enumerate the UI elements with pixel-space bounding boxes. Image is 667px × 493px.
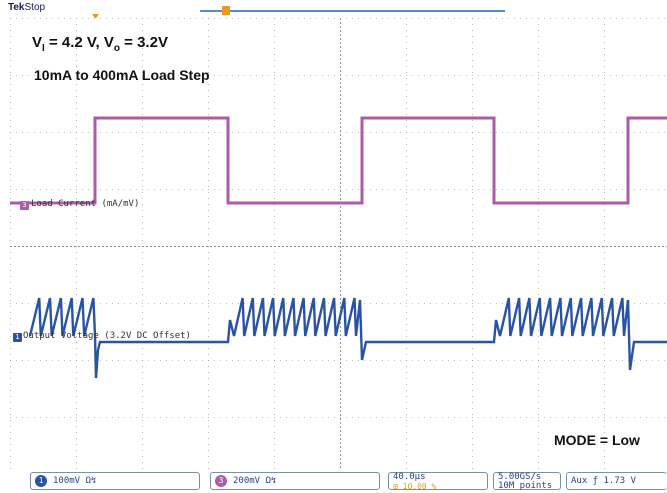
sample-rate-readout[interactable]: 5.00GS/s 10M points — [493, 472, 561, 491]
ch3-ground-marker[interactable]: 3 — [20, 201, 29, 210]
load-step-label: 10mA to 400mA Load Step — [34, 67, 210, 83]
graticule — [10, 18, 667, 475]
ch3-trace-label-text: Load Current (mA/mV) — [31, 199, 140, 209]
v-mid: = 4.2 V, V — [44, 34, 114, 51]
ch3-scale-readout[interactable]: 3 200mV Ω↯ — [210, 472, 380, 490]
record-position-indicator — [92, 6, 505, 19]
v-end: = 3.2V — [120, 34, 168, 51]
timebase-readout[interactable]: 40.0µs ⊞ 10.00 % — [388, 472, 488, 492]
ch1-trace-label: Output Voltage (3.2V DC Offset) — [23, 331, 191, 341]
load-current-waveform — [10, 116, 667, 205]
ch1-scale-readout[interactable]: 1 100mV Ω↯ — [30, 472, 200, 490]
trigger-value: Aux ƒ 1.73 V — [571, 476, 637, 486]
ch3-scale-value: 200mV Ω↯ — [233, 476, 277, 486]
timebase-lines: 40.0µs ⊞ 10.00 % — [393, 473, 436, 492]
v-text: V — [32, 34, 43, 51]
ch3-trace-label: Load Current (mA/mV) — [31, 199, 139, 209]
acquisition-status: TekStop — [8, 2, 45, 13]
output-voltage-waveform — [28, 297, 667, 379]
timebase-value: 40.0µs — [393, 472, 426, 482]
scope-display — [10, 18, 667, 475]
trigger-position-marker — [222, 6, 230, 15]
trigger-point-marker — [92, 14, 99, 19]
input-output-voltage-label: VI = 4.2 V, Vo = 3.2V — [32, 34, 168, 54]
record-length-value: 10M points — [498, 481, 553, 491]
status-bar: TekStop — [0, 0, 667, 20]
ch1-ground-marker[interactable]: 1 — [13, 333, 22, 342]
sample-rate-lines: 5.00GS/s 10M points — [498, 473, 552, 491]
bottom-readout-bar: 1 100mV Ω↯ 3 200mV Ω↯ 40.0µs ⊞ 10.00 % 5.0… — [0, 471, 667, 493]
trigger-position-value: ⊞ 10.00 % — [393, 482, 437, 491]
state-label: Stop — [24, 2, 46, 13]
v-sub: I — [42, 43, 45, 54]
mode-label: MODE = Low — [554, 432, 640, 448]
trigger-readout[interactable]: Aux ƒ 1.73 V — [566, 472, 667, 490]
ch3-badge: 3 — [215, 475, 227, 487]
vo-sub: o — [113, 43, 120, 54]
ch1-scale-value: 100mV Ω↯ — [53, 476, 97, 486]
ch1-badge: 1 — [35, 475, 47, 487]
brand-label: Tek — [8, 2, 25, 13]
waveform-area — [10, 116, 667, 379]
ch1-trace-label-text: Output Voltage (3.2V DC Offset) — [23, 331, 191, 341]
sample-rate-value: 5.00GS/s — [498, 472, 542, 482]
